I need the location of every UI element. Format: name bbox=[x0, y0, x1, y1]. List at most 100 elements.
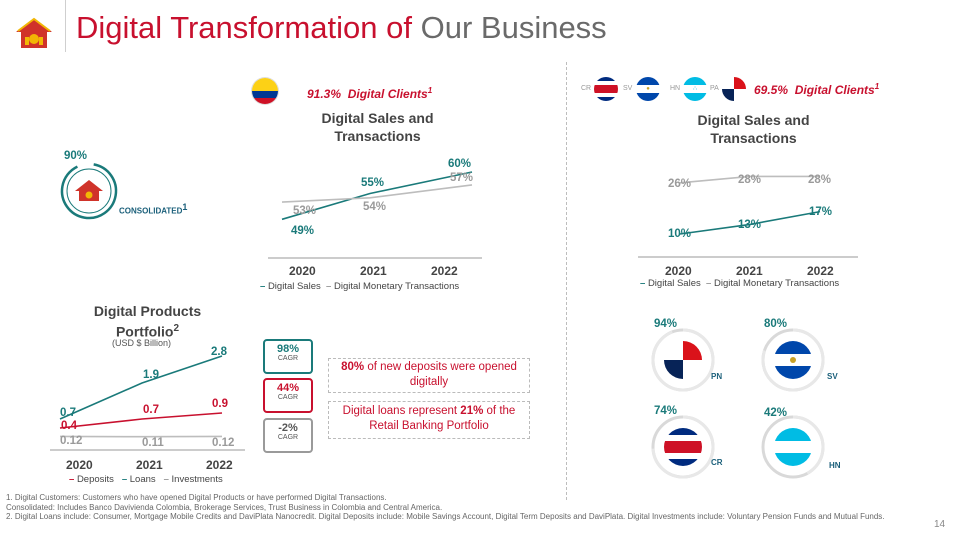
colombia-flag-icon bbox=[252, 78, 278, 104]
consolidated-label: CONSOLIDATED1 bbox=[119, 202, 187, 216]
ca-chart-title-line1: Digital Sales and bbox=[697, 112, 810, 128]
country-code-hn: HN bbox=[829, 461, 841, 470]
colombia-series-digital-sales bbox=[281, 171, 473, 221]
footnotes: 1. Digital Customers: Customers who have… bbox=[6, 493, 911, 522]
ca-series-digital-sales bbox=[679, 210, 821, 235]
colombia-digital-clients: 91.3% Digital Clients1 bbox=[307, 86, 432, 101]
portfolio-year-1: 2021 bbox=[136, 458, 163, 472]
ca-legend: – Digital Sales – Digital Monetary Trans… bbox=[640, 278, 839, 289]
page-title: Digital Transformation of Our Business bbox=[76, 10, 607, 46]
country-pct-pn: 94% bbox=[654, 318, 678, 330]
costa-rica-flag-icon bbox=[594, 77, 618, 101]
footnote-3: 2. Digital Loans include: Consumer, Mort… bbox=[6, 512, 885, 522]
investments-label-1: 0.11 bbox=[142, 437, 164, 449]
portfolio-legend: – Deposits – Loans – Investments bbox=[69, 474, 223, 485]
house-logo-icon bbox=[16, 17, 52, 48]
portfolio-line-chart bbox=[50, 355, 245, 451]
country-ring-arc bbox=[761, 328, 825, 392]
country-ring-sv bbox=[761, 328, 825, 392]
cagr-box-deposits: 44% CAGR bbox=[263, 378, 313, 413]
ca-trans-label-2: 28% bbox=[808, 174, 832, 186]
section-divider bbox=[566, 62, 567, 500]
ca-trans-label-1: 28% bbox=[738, 174, 762, 186]
loans-label-1: 1.9 bbox=[143, 369, 159, 381]
legend-sales-swatch: – bbox=[260, 281, 266, 292]
country-ring-arc bbox=[651, 328, 715, 392]
portfolio-subtitle: (USD $ Billion) bbox=[112, 338, 172, 348]
consolidated-sup: 1 bbox=[182, 202, 188, 212]
legend-loans-swatch: – bbox=[121, 474, 128, 485]
deposits-label-2: 0.9 bbox=[212, 398, 228, 410]
portfolio-title-line1: Digital Products bbox=[93, 303, 202, 319]
deposits-note: 80% of new deposits were opened digitall… bbox=[328, 358, 530, 393]
ca-legend-sales-swatch: – bbox=[640, 278, 646, 289]
honduras-flag-icon: ∴ bbox=[683, 77, 707, 101]
ca-sales-label-2: 17% bbox=[809, 206, 833, 218]
ca-chart-title-line2: Transactions bbox=[710, 130, 797, 146]
portfolio-title-sup: 2 bbox=[173, 323, 180, 334]
investments-label-0: 0.12 bbox=[60, 435, 83, 447]
country-code-sv: SV bbox=[827, 372, 838, 381]
colombia-year-2: 2022 bbox=[431, 264, 458, 278]
colombia-sales-label-2: 60% bbox=[448, 158, 472, 170]
portfolio-title-line2: Portfolio bbox=[115, 323, 174, 340]
logo bbox=[14, 14, 54, 52]
ca-clients-pct: 69.5% bbox=[754, 83, 789, 97]
legend-deposits: Deposits bbox=[76, 474, 114, 485]
loans-note-post: of the Retail Banking Portfolio bbox=[369, 405, 516, 432]
colombia-sales-label-0: 49% bbox=[291, 225, 315, 237]
colombia-trans-label-2: 57% bbox=[450, 172, 474, 184]
cagr-value-loans: 98% bbox=[276, 343, 300, 355]
ca-year-0: 2020 bbox=[665, 264, 692, 278]
colombia-clients-pct: 91.3% bbox=[307, 87, 342, 101]
ca-sales-label-1: 13% bbox=[738, 219, 762, 231]
cagr-box-loans: 98% CAGR bbox=[263, 339, 313, 374]
country-ring-pn bbox=[651, 328, 715, 392]
loans-label-0: 0.7 bbox=[60, 407, 76, 419]
legend-trans-swatch: – bbox=[326, 281, 332, 292]
colombia-line-chart bbox=[268, 171, 482, 259]
portfolio-year-2: 2022 bbox=[206, 458, 233, 472]
house-logo-small-icon bbox=[75, 180, 103, 201]
country-ring-arc bbox=[651, 415, 715, 479]
loans-note-highlight: 21% bbox=[460, 405, 484, 417]
colombia-clients-sup: 1 bbox=[427, 86, 433, 95]
portfolio-title: Digital Products Portfolio2 bbox=[70, 302, 225, 341]
legend-investments: Investments bbox=[171, 474, 223, 485]
ca-legend-sales: Digital Sales bbox=[647, 278, 701, 289]
consolidated-label-text: CONSOLIDATED bbox=[119, 206, 183, 216]
cagr-value-investments: -2% bbox=[278, 422, 298, 434]
country-ring-hn bbox=[761, 415, 825, 479]
cagr-box-investments: -2% CAGR bbox=[263, 418, 313, 453]
ca-legend-trans: Digital Monetary Transactions bbox=[713, 278, 840, 289]
flag-cr-icon bbox=[664, 428, 702, 466]
deposits-label-0: 0.4 bbox=[61, 420, 77, 432]
country-ring-cr bbox=[651, 415, 715, 479]
portfolio-series-deposits bbox=[59, 412, 223, 429]
ca-clients-sup: 1 bbox=[874, 82, 880, 91]
ca-trans-label-0: 26% bbox=[668, 178, 692, 190]
country-ring-arc bbox=[761, 415, 825, 479]
colombia-trans-label-1: 54% bbox=[363, 201, 387, 213]
loans-note-pre: Digital loans represent bbox=[342, 405, 458, 417]
colombia-legend-trans: Digital Monetary Transactions bbox=[333, 281, 460, 292]
ca-chart-title: Digital Sales and Transactions bbox=[666, 111, 841, 147]
flag-code-pa: PA bbox=[710, 85, 719, 92]
investments-label-2: 0.12 bbox=[212, 437, 235, 449]
flag-hn-icon bbox=[774, 428, 812, 466]
ca-legend-trans-swatch: – bbox=[706, 278, 712, 289]
colombia-sales-label-1: 55% bbox=[361, 177, 385, 189]
consolidated-ring-inner bbox=[66, 168, 112, 214]
cagr-label-loans: CAGR bbox=[277, 355, 299, 362]
deposits-note-highlight: 80% bbox=[341, 361, 365, 373]
country-code-pn: PN bbox=[711, 372, 723, 381]
deposits-label-1: 0.7 bbox=[143, 404, 159, 416]
colombia-legend: – Digital Sales – Digital Monetary Trans… bbox=[260, 281, 459, 292]
country-pct-sv: 80% bbox=[764, 318, 788, 330]
flag-sv-icon bbox=[774, 341, 812, 379]
colombia-legend-sales: Digital Sales bbox=[267, 281, 321, 292]
colombia-series-digital-monetary-transactions bbox=[281, 184, 473, 203]
cagr-value-deposits: 44% bbox=[276, 382, 300, 394]
panama-flag-icon bbox=[722, 77, 746, 101]
loans-note: Digital loans represent 21% of the Retai… bbox=[328, 401, 530, 439]
